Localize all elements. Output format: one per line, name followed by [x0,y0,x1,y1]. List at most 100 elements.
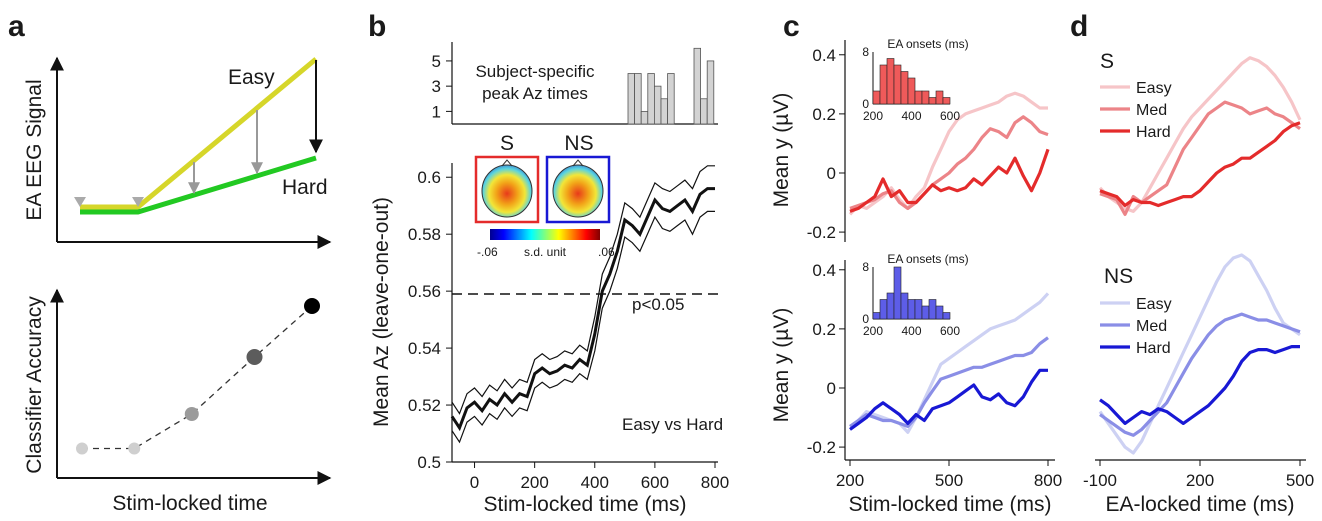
accuracy-point [184,407,199,421]
c-bot-easy-line [849,292,1050,434]
inset-x-tick-label: 400 [901,109,921,123]
b-y-tick-label: 0.56 [408,282,441,301]
accuracy-point [246,349,263,365]
inset-x-tick-label: 200 [863,324,883,338]
peak-hist-ticks: 1 3 5 [432,52,452,121]
inset-y-tick-label: 8 [862,45,869,59]
peak-hist-bar [700,98,708,125]
inset-hist-bar [907,299,916,320]
colorbar-max: .06 [598,245,615,259]
b-x-tick-label: 0 [470,473,479,492]
panel-label-b: b [368,10,386,43]
peak-y-tick-label: 3 [432,77,441,96]
b-y-tick-label: 0.54 [408,339,441,358]
b-x-tick-label: 200 [520,473,548,492]
inset-y-tick-label: 0 [862,312,869,326]
az-mean-line [450,187,715,432]
a-bot-ylabel: Classifier Accuracy [23,296,46,474]
accuracy-trend-line [82,305,313,450]
d-bot-med-line [1099,312,1301,437]
peak-hist-bar [634,73,642,125]
inset-hist-bar [907,77,916,105]
c-bot-y-tick-label: -0.2 [807,438,836,457]
inset-hist-bar [879,64,888,105]
inset-title: EA onsets (ms) [887,37,968,51]
c-x-tick-label: 800 [1034,471,1062,490]
d-top-legend: Easy Med Hard [1100,80,1172,141]
inset-hist-bar [900,292,909,320]
peak-annotation-line1: Subject-specific [475,62,595,81]
threshold-label: p<0.05 [632,295,684,314]
inset-hist-bar [935,90,944,105]
c-top-ylabel: Mean y (µV) [770,93,793,208]
legend-label: Easy [1136,296,1172,313]
inset-hist-bar [872,312,881,320]
c-xlabel: Stim-locked time (ms) [848,493,1051,516]
b-y-tick-label: 0.58 [408,225,441,244]
inset-y-tick-label: 8 [862,260,869,274]
peak-hist-bar [706,60,715,125]
peak-hist-bars [627,47,715,125]
inset-hist-bar [900,71,909,105]
d-top-easy-line [1098,56,1302,213]
legend-label: Med [1136,318,1167,335]
accuracy-point [304,298,320,314]
c-top-y-tick-label: 0.2 [812,105,836,124]
b-y-tick-label: 0.52 [408,396,441,415]
c-top-lines [848,91,1050,216]
colorbar [490,229,600,240]
topo-label-NS: NS [564,132,593,155]
inset-y-tick-label: 0 [862,97,869,111]
b-ylabel: Mean Az (leave-one-out) [370,197,393,427]
b-x-tick-label: 600 [641,473,669,492]
topo-map-NS [552,159,604,218]
panel-a-bottom: Classifier Accuracy Stim-locked time [23,288,332,515]
inset-hist-bar [914,90,923,105]
legend-label: Hard [1136,340,1171,357]
b-x-tick-label: 400 [581,473,609,492]
a-bot-xlabel: Stim-locked time [112,492,267,515]
onset-marker-icon [74,197,86,207]
c-top-y-tick-label: 0.4 [812,46,836,65]
inset-hist-bar [928,97,937,105]
c-bot-y-tick-label: 0.2 [812,320,836,339]
c-bot-y-tick-label: 0 [827,379,836,398]
az-lower-bound [451,210,715,444]
inset-hist-bar [928,299,937,320]
peak-y-tick-label: 5 [432,52,441,71]
d-x-tick-label: -100 [1083,471,1117,490]
b-xlabel: Stim-locked time (ms) [483,493,686,516]
c-bot-med-line [849,336,1049,428]
inset-hist-bar [879,299,888,320]
c-bot-lines [849,292,1050,434]
inset-x-tick-label: 200 [863,109,883,123]
panel-label-d: d [1070,10,1088,43]
comparison-label: Easy vs Hard [622,415,723,434]
hard-label: Hard [282,176,328,199]
inset-hist-bar [886,58,895,105]
legend-label: Easy [1136,80,1172,97]
legend-label: Med [1136,102,1167,119]
inset-hist-bar [872,90,881,105]
colorbar-unit: s.d. unit [524,245,567,259]
topo-label-S: S [500,132,514,155]
peak-hist-bar [627,73,635,125]
easy-label: Easy [228,66,275,89]
inset-hist-bar [893,64,902,105]
peak-annotation-line2: peak Az times [482,84,588,103]
d-top-hard-line [1099,121,1301,208]
hard-signal-line [80,155,317,215]
legend-label: Hard [1136,124,1171,141]
c-x-tick-label: 500 [935,471,963,490]
peak-y-tick-label: 1 [432,102,441,121]
panel-a-top: EA EEG Signal Easy Hard [23,56,332,249]
d-top-title: S [1100,50,1114,73]
panel-b: 1 3 5 Subject-specific peak Az times 0 200 4… [370,42,729,516]
inset-hist-bar [886,292,895,320]
d-bot-lines [1098,253,1301,455]
peak-hist-bar [660,98,668,125]
inset-hist-bar [921,305,930,320]
d-bot-easy-line [1098,253,1301,455]
c-top-easy-line [848,91,1048,216]
